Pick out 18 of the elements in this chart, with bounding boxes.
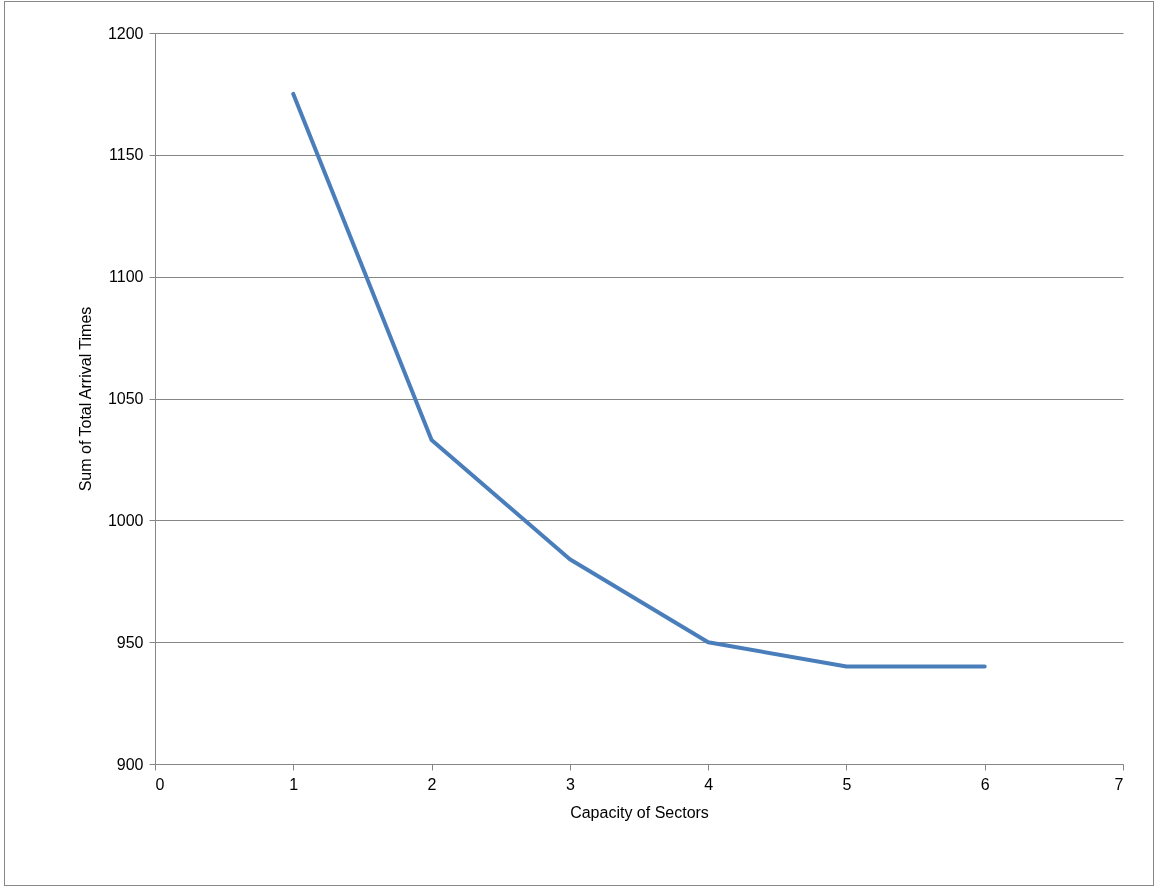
y-tick-label: 1150	[109, 146, 144, 164]
x-tick-label: 3	[565, 775, 575, 793]
y-tick-label: 1200	[107, 24, 144, 42]
x-tick-label: 5	[842, 775, 852, 793]
y-tick-label: 1100	[109, 268, 144, 286]
x-tick-label: 7	[1114, 775, 1124, 793]
y-axis-title: Sum of Total Arrival Times	[76, 306, 94, 492]
x-tick-label: 0	[155, 775, 165, 793]
x-tick-label: 4	[704, 775, 714, 793]
x-tick-label: 2	[427, 775, 437, 793]
x-axis-title: Capacity of Sectors	[570, 803, 709, 821]
line-series	[291, 91, 987, 669]
y-tick-label: 900	[116, 755, 144, 773]
y-tick-label: 950	[116, 633, 144, 651]
y-tick-label: 1000	[107, 511, 144, 529]
x-tick-label: 1	[289, 775, 299, 793]
y-tick-label: 1050	[107, 390, 144, 407]
x-tick-label: 6	[980, 775, 990, 793]
